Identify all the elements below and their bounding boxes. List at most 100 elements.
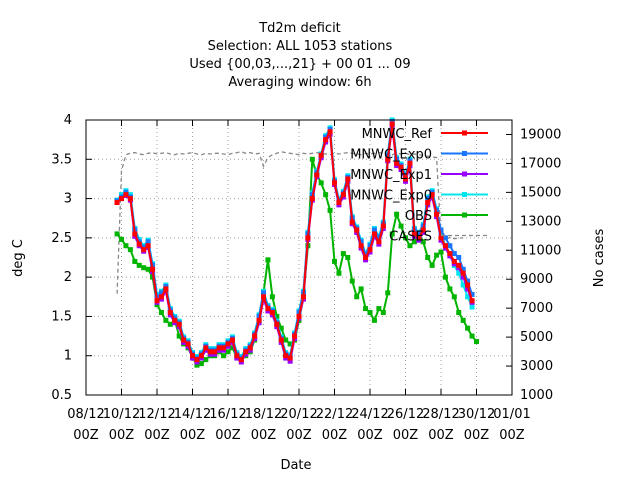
data-point: [447, 286, 453, 292]
data-point: [345, 176, 351, 182]
y-tick-label: 1: [64, 349, 72, 364]
data-point: [349, 278, 355, 284]
data-point: [203, 345, 209, 351]
data-point: [460, 266, 466, 272]
data-point: [460, 317, 466, 323]
data-point: [425, 255, 431, 260]
data-point: [354, 227, 360, 233]
legend-marker: [462, 192, 467, 197]
data-point: [198, 361, 204, 367]
legend-label: MNWC_Exp0: [350, 189, 432, 204]
legend-marker: [462, 171, 467, 177]
x-tick-label-hour: 00Z: [393, 428, 419, 443]
data-point: [145, 239, 151, 245]
x-tick-label-date: 22/12: [316, 407, 353, 422]
data-point: [442, 243, 448, 249]
data-point: [300, 294, 306, 300]
data-point: [465, 325, 471, 331]
data-point: [394, 211, 400, 217]
legend: MNWC_Ref MNWC_Exp0 MNWC_Exp1 MNWC_Exp0 OBS CA…: [350, 127, 488, 245]
x-tick-label-date: 12/12: [138, 407, 175, 422]
data-point: [394, 160, 400, 166]
data-point: [203, 357, 209, 363]
y-tick-label: 2.5: [51, 231, 72, 246]
x-axis-label: Date: [280, 458, 311, 473]
data-point: [194, 362, 200, 368]
data-point: [474, 339, 479, 345]
y2-tick-label: 15000: [520, 185, 561, 200]
data-point: [407, 160, 413, 166]
data-point: [278, 337, 284, 343]
data-point: [456, 310, 462, 315]
data-point: [376, 306, 382, 312]
chart-title: Td2m deficit Selection: ALL 1053 stations…: [189, 21, 410, 90]
data-point: [451, 251, 457, 257]
data-point: [158, 290, 164, 296]
y2-tick-label: 5000: [520, 330, 553, 345]
series-mnwc-ref: [114, 121, 475, 363]
data-point: [354, 294, 360, 300]
data-point: [438, 249, 444, 255]
data-point: [460, 282, 466, 288]
data-point: [283, 353, 289, 359]
data-point: [332, 180, 337, 186]
data-point: [269, 310, 275, 315]
x-tick-label-date: 16/12: [209, 407, 246, 422]
data-point: [243, 349, 249, 355]
data-point: [469, 333, 475, 339]
data-point: [380, 310, 386, 315]
data-point: [163, 317, 169, 323]
series-cases: [116, 151, 464, 294]
y2-tick-label: 11000: [520, 243, 561, 258]
data-point: [385, 156, 391, 162]
data-point: [145, 243, 151, 249]
y-tick-label: 2: [64, 270, 72, 285]
x-tick-label-date: 28/12: [422, 407, 459, 422]
x-tick-label-date: 01/01: [493, 407, 530, 422]
data-point: [469, 304, 475, 310]
data-point: [132, 258, 138, 264]
x-axis-ticks: 08/1200Z10/1200Z12/1200Z14/1200Z16/1200Z…: [67, 120, 531, 443]
data-point: [403, 235, 408, 241]
data-point: [167, 310, 173, 315]
y2-tick-label: 13000: [520, 214, 561, 229]
data-point: [265, 257, 271, 263]
data-point: [451, 258, 457, 264]
data-point: [332, 258, 337, 264]
data-point: [380, 223, 386, 229]
y-tick-label: 0.5: [51, 388, 72, 403]
x-tick-label-hour: 00Z: [73, 428, 99, 443]
data-point: [407, 243, 413, 249]
data-point: [225, 341, 231, 347]
data-point: [442, 235, 448, 241]
y-tick-label: 1.5: [51, 309, 72, 324]
data-point: [163, 286, 169, 292]
data-point: [434, 211, 440, 217]
data-point: [420, 239, 426, 245]
data-point: [376, 239, 382, 245]
data-point: [136, 262, 142, 268]
data-point: [367, 243, 373, 249]
data-point: [234, 353, 240, 359]
y-axis-ticks: 0.5 1 1.5 2 2.5 3 3.5 4: [51, 113, 92, 403]
x-tick-label-hour: 00Z: [464, 428, 490, 443]
data-point: [447, 251, 453, 257]
data-point: [127, 196, 133, 202]
data-point: [309, 196, 315, 202]
legend-label: MNWC_Ref: [362, 127, 433, 142]
legend-label: CASES: [389, 230, 432, 245]
data-point: [158, 310, 164, 315]
legend-label: OBS: [405, 209, 432, 224]
data-point: [349, 219, 355, 225]
legend-label: MNWC_Exp1: [350, 168, 432, 183]
data-point: [456, 262, 462, 268]
y-tick-label: 3.5: [51, 152, 72, 167]
data-point: [465, 278, 471, 284]
data-point: [323, 192, 329, 198]
x-tick-label-hour: 00Z: [109, 428, 135, 443]
data-point: [456, 255, 462, 260]
data-point: [274, 321, 280, 327]
data-point: [438, 235, 444, 241]
data-point: [181, 337, 187, 343]
data-point: [398, 223, 404, 229]
